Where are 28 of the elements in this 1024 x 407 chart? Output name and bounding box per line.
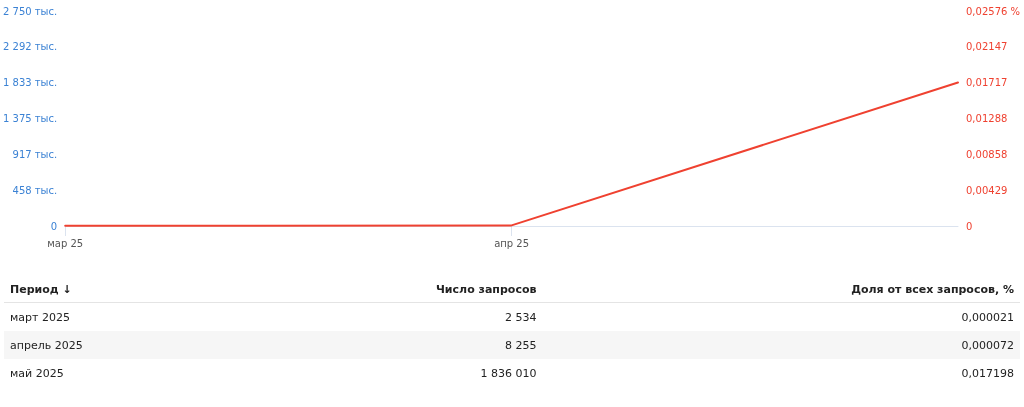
text: апрель 2025 xyxy=(4,331,236,359)
y-tick-label: 0 xyxy=(50,220,58,232)
x-tick-label: апр 25 xyxy=(494,237,530,249)
text: 1 836 010 xyxy=(479,365,538,382)
y2-tick-label: 0,01288 xyxy=(966,113,1008,124)
text: Доля от всех запросов, % xyxy=(542,276,1020,303)
y2-tick-label: 0 xyxy=(966,220,973,232)
y-tick-label: 1 375 тыс. xyxy=(2,113,58,124)
y-tick-label: 1 833 тыс. xyxy=(2,77,58,89)
text: 8 255 xyxy=(235,331,543,359)
text: Период ↓ xyxy=(4,276,236,303)
y2-tick-label: 0,00858 xyxy=(966,148,1008,160)
y2-tick-label: 0,02576 % xyxy=(966,5,1021,17)
text: Число запросов xyxy=(235,276,543,303)
text: март 2025 xyxy=(9,309,71,326)
y2-tick-label: 0,01717 xyxy=(966,77,1008,89)
y-tick-label: 2 292 тыс. xyxy=(2,41,58,53)
y-tick-label: 458 тыс. xyxy=(12,184,58,196)
text: 0,000072 xyxy=(542,331,1020,359)
text: 2 534 xyxy=(503,309,538,326)
text: 0,000021 xyxy=(960,309,1015,326)
text: 0,017198 xyxy=(960,365,1015,382)
text: май 2025 xyxy=(9,365,65,382)
y-tick-label: 917 тыс. xyxy=(12,148,58,160)
y-tick-label: 2 750 тыс. xyxy=(2,5,58,17)
x-tick-label: мар 25 xyxy=(47,237,84,249)
y2-tick-label: 0,02147 xyxy=(966,41,1008,53)
y2-tick-label: 0,00429 xyxy=(966,184,1008,196)
